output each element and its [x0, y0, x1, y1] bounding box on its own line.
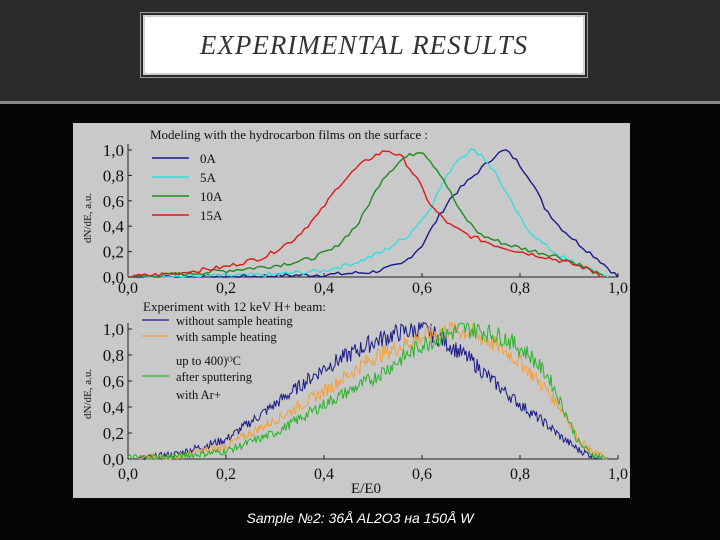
top-series-line-1 [127, 148, 609, 278]
bottom-x-tick-label: 0,0 [118, 466, 138, 483]
bottom-y-tick-label: 0,6 [103, 372, 124, 391]
top-x-tick-label: 0,6 [412, 280, 432, 297]
top-chart-title: Modeling with the hydrocarbon films on t… [150, 127, 428, 142]
slide-caption: Sample №2: 36Å AL2O3 на 150Å W [246, 510, 474, 526]
top-y-tick-label: 0,2 [103, 243, 124, 262]
bottom-y-tick-label: 0,8 [103, 346, 124, 365]
top-y-tick-label: 0,4 [103, 217, 125, 236]
bottom-legend-label: with sample heating [176, 330, 277, 344]
bottom-x-tick-label: 0,8 [510, 466, 530, 483]
bottom-chart-title: Experiment with 12 keV H+ beam: [143, 299, 326, 314]
bottom-x-tick-label: 1,0 [608, 466, 628, 483]
top-legend-label: 10A [200, 189, 223, 204]
bottom-legend-label: with Ar+ [176, 388, 221, 402]
top-y-tick-label: 0,6 [103, 192, 124, 211]
chart-panel: Modeling with the hydrocarbon films on t… [73, 123, 630, 498]
bottom-legend-label: after sputtering [176, 370, 253, 384]
top-y-axis-label: dN/dE, a.u. [82, 193, 94, 243]
bottom-y-tick-label: 0,4 [103, 398, 125, 417]
top-y-tick-label: 0,8 [103, 166, 124, 185]
bottom-y-tick-label: 1,0 [103, 320, 124, 339]
top-x-tick-label: 1,0 [608, 280, 628, 297]
bottom-x-axis-label: E/E0 [351, 481, 381, 497]
top-y-tick-label: 0,0 [103, 268, 124, 287]
top-x-tick-label: 0,8 [510, 280, 530, 297]
top-x-tick-label: 0,0 [118, 280, 138, 297]
bottom-series-line-0 [137, 321, 609, 461]
bottom-x-tick-label: 0,6 [412, 466, 432, 483]
chart-figure: Modeling with the hydrocarbon films on t… [82, 127, 628, 497]
top-legend-label: 5A [200, 170, 217, 185]
bottom-legend-label: without sample heating [176, 314, 293, 328]
top-series-line-2 [128, 152, 604, 278]
bottom-series-line-2 [127, 322, 609, 461]
top-legend-label: 15A [200, 208, 223, 223]
bottom-y-axis-label: dN/dE, a.u. [82, 369, 94, 419]
bottom-x-tick-label: 0,4 [314, 466, 334, 483]
title-box: EXPERIMENTAL RESULTS [140, 12, 588, 78]
bottom-y-tick-label: 0,0 [103, 450, 124, 469]
bottom-series-line-1 [137, 320, 609, 461]
bottom-y-tick-label: 0,2 [103, 424, 124, 443]
top-legend-label: 0A [200, 151, 217, 166]
bottom-x-tick-label: 0,2 [216, 466, 236, 483]
top-series-line-3 [128, 150, 604, 278]
slide-title: EXPERIMENTAL RESULTS [199, 29, 529, 60]
top-y-tick-label: 1,0 [103, 141, 124, 160]
top-x-tick-label: 0,2 [216, 280, 236, 297]
top-x-tick-label: 0,4 [314, 280, 334, 297]
bottom-legend-label: up to 400)ᴼC [176, 354, 241, 368]
